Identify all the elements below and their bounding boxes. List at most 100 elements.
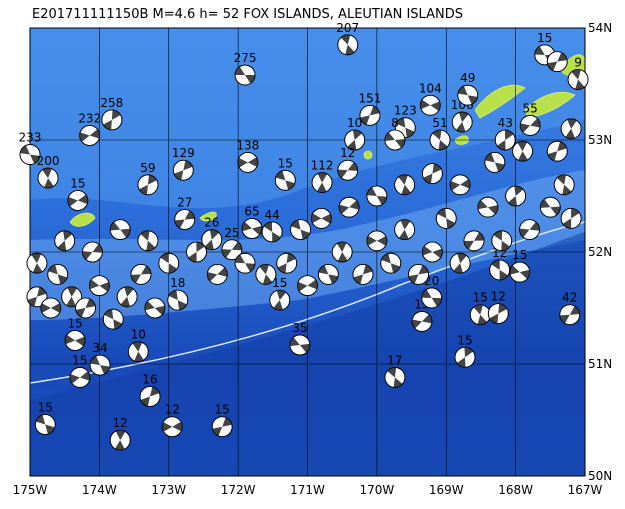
focal-mechanism bbox=[408, 263, 429, 285]
depth-label: 112 bbox=[311, 159, 334, 173]
focal-mechanism bbox=[297, 275, 318, 297]
beachball-outline bbox=[421, 163, 443, 185]
beachball-outline bbox=[567, 69, 589, 90]
beachball-outline bbox=[366, 185, 388, 207]
depth-label: 104 bbox=[419, 81, 442, 95]
compression-quadrant bbox=[242, 221, 252, 232]
focal-mechanism bbox=[19, 144, 41, 165]
compression-quadrant bbox=[221, 249, 232, 258]
beachball-outline bbox=[82, 241, 103, 263]
compression-quadrant bbox=[85, 298, 96, 308]
compression-quadrant bbox=[300, 229, 310, 240]
compression-quadrant bbox=[575, 79, 585, 90]
focal-mechanism bbox=[337, 159, 359, 181]
beachball-outline bbox=[26, 286, 48, 308]
compression-quadrant bbox=[337, 169, 348, 179]
beachball-outline bbox=[261, 221, 283, 243]
compression-quadrant bbox=[517, 141, 527, 152]
depth-label: 16 bbox=[142, 372, 157, 386]
focal-mechanism bbox=[457, 84, 479, 106]
compression-quadrant bbox=[285, 180, 295, 190]
compression-quadrant bbox=[50, 303, 61, 313]
compression-quadrant bbox=[146, 240, 156, 251]
compression-quadrant bbox=[450, 181, 461, 191]
compression-quadrant bbox=[259, 264, 269, 275]
beachball-outline bbox=[201, 229, 223, 251]
focal-mechanism bbox=[366, 230, 388, 252]
depth-label: 27 bbox=[177, 196, 192, 210]
focal-mechanism bbox=[491, 230, 513, 252]
focal-mechanism bbox=[79, 125, 101, 146]
focal-mechanism bbox=[359, 104, 381, 126]
x-tick-label: 171W bbox=[290, 483, 325, 497]
focal-mechanism bbox=[366, 185, 388, 207]
compression-quadrant bbox=[565, 128, 576, 139]
compression-quadrant bbox=[275, 170, 286, 181]
focal-mechanism bbox=[337, 34, 359, 56]
compression-quadrant bbox=[27, 296, 37, 307]
depth-label: 232 bbox=[78, 112, 101, 126]
beachball-outline bbox=[269, 289, 291, 311]
focal-mechanism bbox=[241, 218, 263, 239]
focal-mechanism bbox=[26, 252, 48, 274]
focal-mechanism bbox=[47, 263, 69, 285]
depth-label: 15 bbox=[512, 248, 527, 262]
x-tick-label: 170W bbox=[359, 483, 394, 497]
compression-quadrant bbox=[286, 253, 296, 264]
beachball-outline bbox=[75, 297, 96, 319]
focal-mechanism bbox=[255, 263, 277, 285]
compression-quadrant bbox=[177, 300, 187, 311]
compression-quadrant bbox=[168, 290, 178, 301]
focal-mechanism bbox=[338, 196, 360, 218]
compression-quadrant bbox=[317, 182, 327, 193]
focal-mechanism bbox=[109, 219, 131, 241]
compression-quadrant bbox=[273, 300, 283, 311]
compression-quadrant bbox=[32, 263, 43, 274]
x-tick-label: 172W bbox=[221, 483, 256, 497]
beachball-outline bbox=[26, 252, 48, 274]
focal-mechanism bbox=[206, 263, 228, 285]
beachball-outline bbox=[380, 252, 402, 274]
compression-quadrant bbox=[289, 337, 300, 347]
beachball-outline bbox=[539, 196, 561, 218]
beachball-outline bbox=[237, 151, 259, 173]
focal-mechanism bbox=[201, 229, 223, 251]
beachball-outline bbox=[67, 190, 89, 211]
beachball-outline bbox=[37, 167, 59, 189]
compression-quadrant bbox=[99, 282, 110, 292]
depth-label: 35 bbox=[292, 321, 307, 335]
beachball-outline bbox=[484, 151, 506, 173]
depth-label: 15 bbox=[278, 156, 293, 170]
compression-quadrant bbox=[400, 219, 411, 230]
beachball-outline bbox=[89, 354, 111, 376]
beachball-outline bbox=[457, 84, 479, 106]
focal-mechanism bbox=[289, 334, 311, 356]
beachball-outline bbox=[167, 289, 189, 311]
compression-quadrant bbox=[336, 242, 347, 252]
beachball-outline bbox=[491, 230, 513, 252]
compression-quadrant bbox=[113, 319, 123, 330]
depth-label: 15 bbox=[72, 353, 87, 367]
focal-mechanism bbox=[161, 416, 183, 438]
focal-mechanism bbox=[174, 209, 196, 230]
compression-quadrant bbox=[509, 265, 520, 275]
beachball-outline bbox=[79, 125, 101, 146]
compression-quadrant bbox=[420, 99, 431, 110]
beachball-outline bbox=[331, 241, 353, 263]
focal-mechanism bbox=[559, 304, 581, 326]
focal-mechanism bbox=[449, 174, 471, 196]
beachball-outline bbox=[352, 263, 374, 285]
compression-quadrant bbox=[408, 274, 419, 284]
y-tick-label: 54N bbox=[588, 21, 612, 35]
compression-quadrant bbox=[318, 265, 329, 275]
compression-quadrant bbox=[353, 274, 363, 285]
compression-quadrant bbox=[124, 286, 134, 297]
beachball-outline bbox=[421, 241, 443, 263]
beachball-outline bbox=[394, 174, 416, 196]
depth-label: 123 bbox=[394, 104, 417, 118]
compression-quadrant bbox=[139, 184, 148, 195]
focal-mechanism bbox=[276, 252, 298, 274]
focal-mechanism bbox=[311, 172, 333, 193]
compression-quadrant bbox=[79, 371, 90, 381]
depth-label: 42 bbox=[562, 291, 577, 305]
